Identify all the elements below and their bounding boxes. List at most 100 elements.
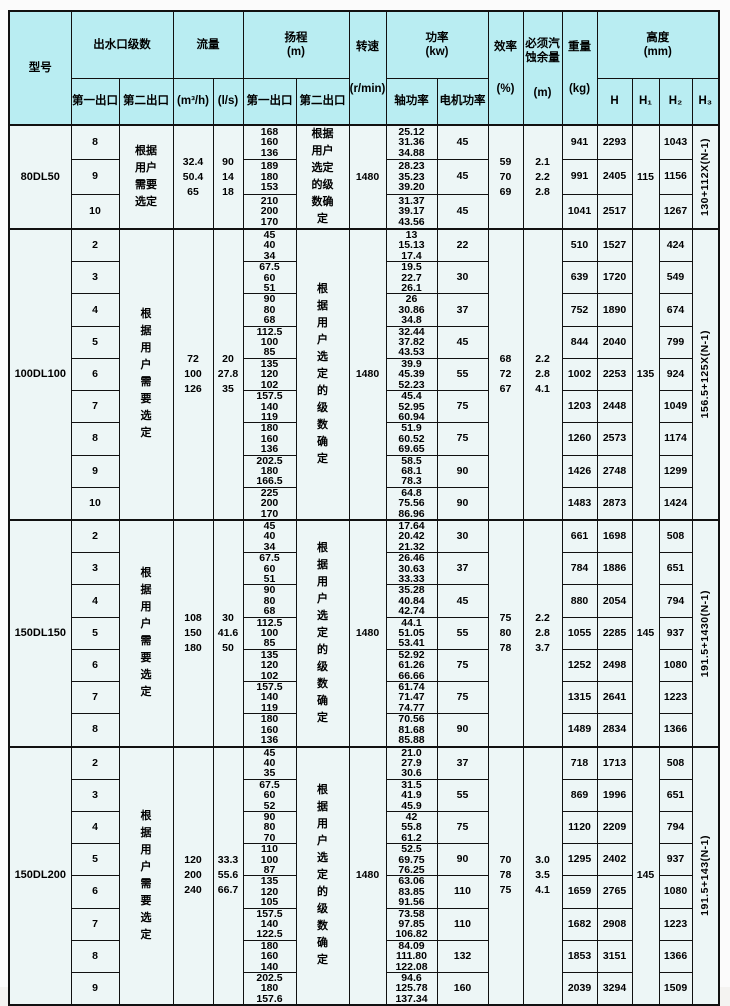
flow-m3h-cell: 108 150 180: [172, 518, 214, 747]
flow-ls-cell: 90 14 18: [212, 124, 244, 230]
head-first-outlet-cell: 135 120 105: [242, 875, 297, 909]
height-h2-cell: 1424: [658, 486, 693, 521]
stage-count-cell: 5: [70, 325, 120, 359]
height-h2-cell: 924: [658, 357, 693, 392]
stage-count-cell: 6: [70, 648, 120, 683]
efficiency-unit-label: (%): [496, 83, 515, 95]
motor-power-cell: 30: [436, 261, 489, 295]
height-h3-cell: 191.5+143(N-1): [691, 745, 720, 1006]
shaft-power-cell: 13 15.13 17.4: [385, 228, 438, 263]
height-h-cell: 1886: [596, 552, 633, 586]
weight-cell: 752: [561, 293, 598, 327]
height-h-cell: 2293: [596, 124, 633, 161]
weight-cell: 1203: [561, 390, 598, 424]
head-first-outlet-cell: 90 80 68: [242, 584, 297, 618]
flow-m3h-cell: 120 200 240: [172, 745, 214, 1006]
col-flow-m3h-header: (m³/h): [172, 77, 214, 126]
height-h2-cell: 1223: [658, 907, 693, 941]
height-h-cell: 1698: [596, 518, 633, 554]
height-h2-cell: 508: [658, 745, 693, 780]
height-h2-cell: 1156: [658, 159, 693, 195]
head-first-outlet-cell: 112.5 100 85: [242, 325, 297, 359]
height-h2-cell: 1267: [658, 193, 693, 230]
col-head-first-header: 第一出口: [242, 77, 297, 126]
npsh-unit-label: (m): [533, 86, 552, 99]
table-row: 7 157.5 140 119 61.74 71.47 74.77 75 1315 264…: [9, 681, 719, 715]
stage-count-cell: 8: [70, 713, 120, 747]
weight-cell: 784: [561, 552, 598, 586]
motor-power-cell: 160: [436, 972, 489, 1006]
col-h-header: H: [596, 77, 633, 126]
height-h2-cell: 1509: [658, 972, 693, 1006]
table-row: 6 135 120 102 52.92 61.26 66.66 75 1252 2498 1…: [9, 648, 719, 683]
head-first-outlet-cell: 67.5 60 51: [242, 552, 297, 586]
col-head-header: 扬程 (m): [242, 10, 350, 79]
height-h-cell: 2641: [596, 681, 633, 715]
stage-count-cell: 7: [70, 681, 120, 715]
head-first-outlet-cell: 157.5 140 122.5: [242, 907, 297, 941]
motor-power-cell: 90: [436, 454, 489, 488]
stage-count-cell: 8: [70, 422, 120, 456]
motor-power-cell: 90: [436, 486, 489, 521]
weight-cell: 869: [561, 778, 598, 812]
model-cell: 150DL200: [8, 745, 72, 1006]
col-weight-header: 重量 (kg): [561, 10, 598, 126]
table-header: 型号 出水口级数 流量 扬程 (m) 转速 (r/min) 功率 (kw) 效率…: [8, 10, 720, 126]
height-h2-cell: 1366: [658, 939, 693, 974]
weight-cell: 1315: [561, 681, 598, 715]
height-h-cell: 2748: [596, 454, 633, 488]
weight-cell: 1682: [561, 907, 598, 941]
col-outlet-stages-header: 出水口级数: [70, 10, 174, 79]
head-first-outlet-cell: 202.5 180 166.5: [242, 454, 297, 488]
stage-count-cell: 5: [70, 616, 120, 650]
weight-cell: 1659: [561, 875, 598, 909]
head-first-outlet-cell: 135 120 102: [242, 648, 297, 683]
speed-cell: 1480: [348, 745, 387, 1006]
shaft-power-cell: 51.9 60.52 69.65: [385, 422, 438, 456]
motor-power-cell: 75: [436, 810, 489, 845]
head-first-outlet-cell: 180 160 136: [242, 422, 297, 456]
head-first-outlet-cell: 45 40 34: [242, 518, 297, 554]
height-h3-cell: 156.5+125X(N-1): [691, 228, 720, 521]
stage-count-cell: 9: [70, 159, 120, 195]
height-h1-cell: 145: [631, 745, 660, 1006]
height-h-cell: 1527: [596, 228, 633, 263]
height-h-cell: 3294: [596, 972, 633, 1006]
shaft-power-cell: 26.46 30.63 33.33: [385, 552, 438, 586]
shaft-power-cell: 44.1 51.05 53.41: [385, 616, 438, 650]
shaft-power-cell: 19.5 22.7 26.1: [385, 261, 438, 295]
height-h2-cell: 1049: [658, 390, 693, 424]
shaft-power-cell: 28.23 35.23 39.20: [385, 159, 438, 195]
motor-power-cell: 90: [436, 843, 489, 877]
shaft-power-cell: 52.92 61.26 66.66: [385, 648, 438, 683]
table-row: 150DL150 2 根 据 用 户 需 要 选 定 108 150 180 30 41…: [8, 518, 720, 747]
motor-power-cell: 55: [436, 357, 489, 392]
height-h-cell: 2040: [596, 325, 633, 359]
npsh-cell: 2.2 2.8 3.7: [522, 518, 563, 747]
head-first-outlet-cell: 157.5 140 119: [242, 681, 297, 715]
speed-cell: 1480: [348, 518, 387, 747]
table-row: 6 135 120 105 63.06 83.85 91.56 110 1659 2765…: [9, 875, 719, 909]
head-first-outlet-cell: 210 200 170: [242, 193, 297, 230]
head-first-outlet-cell: 90 80 68: [242, 293, 297, 327]
table-row: 3 67.5 60 52 31.5 41.9 45.9 55 869 1996 651: [9, 778, 719, 812]
height-h2-cell: 1299: [658, 454, 693, 488]
height-h-cell: 1720: [596, 261, 633, 295]
weight-cell: 718: [561, 745, 598, 780]
head-first-outlet-cell: 135 120 102: [242, 357, 297, 392]
stage-count-cell: 2: [70, 745, 120, 780]
table-row: 8 180 160 136 70.56 81.68 85.88 90 1489 2834 1…: [9, 713, 719, 747]
weight-cell: 1489: [561, 713, 598, 747]
shaft-power-cell: 84.09 111.80 122.08: [385, 939, 438, 974]
table-row: 9 202.5 180 166.5 58.5 68.1 78.3 90 1426 2748…: [9, 454, 719, 488]
efficiency-cell: 75 80 78: [487, 518, 524, 747]
weight-cell: 1260: [561, 422, 598, 456]
stage-count-cell: 7: [70, 390, 120, 424]
weight-cell: 1002: [561, 357, 598, 392]
shaft-power-cell: 32.44 37.82 43.53: [385, 325, 438, 359]
motor-power-cell: 22: [436, 228, 489, 263]
stage-count-cell: 7: [70, 907, 120, 941]
speed-cell: 1480: [348, 228, 387, 521]
flow-ls-cell: 20 27.8 35: [212, 228, 244, 521]
table-row: 4 90 80 68 35.28 40.84 42.74 45 880 2054 794: [9, 584, 719, 618]
